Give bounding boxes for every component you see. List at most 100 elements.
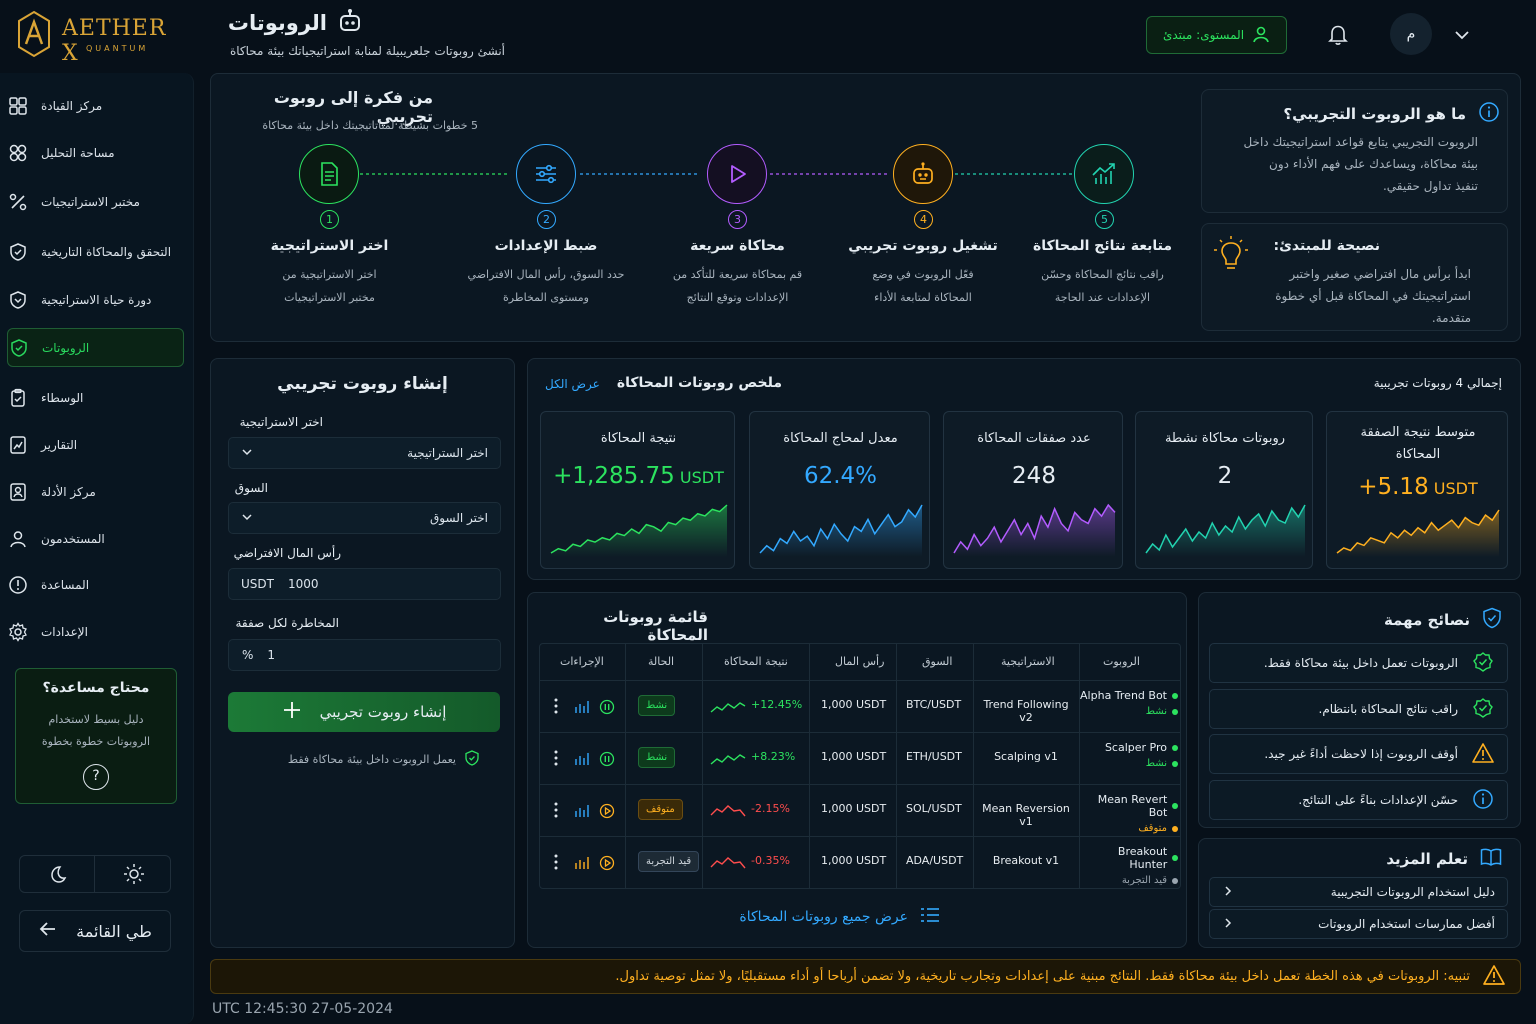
bot-status-sub: قيد التجربة [1121, 875, 1167, 886]
strategy-cell: Trend Following v2 [983, 698, 1069, 724]
what-is-text: تنفيذ تداول حقيقي. [1382, 179, 1478, 193]
play-icon[interactable] [599, 803, 615, 823]
stat-value: 2 [1217, 463, 1233, 489]
help-title: محتاج مساعدة؟ [42, 680, 150, 696]
summary-view-all-link[interactable]: عرض الكل [545, 377, 600, 391]
stat-label: معدل لمحاج المحاكاة [783, 431, 898, 446]
strategy-label: اختر الاستراتيجية [239, 415, 323, 429]
sidebar-item-lifecycle[interactable]: دورة حياة الاستراتيجية [7, 280, 184, 319]
shield-check-icon [7, 241, 29, 263]
create-robot-button[interactable]: إنشاء روبوت تجريبي [228, 692, 500, 732]
chart-icon[interactable] [574, 854, 590, 874]
bot-cell[interactable]: Mean Revert Bot متوقف [1080, 793, 1178, 834]
strategy-select[interactable]: اختر الستراتيجية [228, 437, 501, 469]
sidebar: مركز القيادة مساحة التحليل مختبر الاسترا… [0, 73, 194, 1024]
collapse-menu-button[interactable]: طي القائمة [19, 910, 171, 952]
table-row[interactable]: Alpha Trend Bot نشط Trend Following v2 BTC/… [540, 680, 1180, 732]
status-dot [1172, 744, 1178, 751]
avatar[interactable]: م [1390, 13, 1432, 55]
more-menu-icon[interactable] [553, 853, 559, 875]
list-icon [920, 906, 940, 928]
risk-input[interactable]: % 1 [228, 639, 501, 671]
advice-text: ابدأ برأس مال افتراضي صغير واختبر [1289, 267, 1471, 281]
page-subtitle: أنشئ روبوتات جلعريبيلة لمنابة استراتيجيا… [229, 44, 505, 58]
step-desc: راقب نتائج المحاكاة وحسّن [1041, 268, 1164, 281]
market-cell: BTC/USDT [906, 698, 962, 711]
report-icon [7, 434, 29, 456]
sidebar-item-settings[interactable]: الإعدادات [7, 612, 184, 651]
chevron-right-icon [1222, 917, 1234, 932]
market-cell: ADA/USDT [906, 854, 964, 867]
table-row[interactable]: Mean Revert Bot متوقف Mean Reversion v1 SOL… [540, 784, 1180, 836]
pause-icon[interactable] [599, 751, 615, 771]
capital-input[interactable]: USDT 1000 [228, 568, 501, 600]
strategy-cell: Mean Reversion v1 [982, 802, 1070, 828]
table-row[interactable]: Scalper Pro نشط Scalping v1 ETH/USDT 1,000 U… [540, 732, 1180, 784]
info-icon [1478, 101, 1500, 127]
sidebar-item-users[interactable]: المستخدمون [7, 519, 184, 558]
moon-icon[interactable] [20, 856, 95, 892]
stat-card-avg: متوسط نتيجة الصفقة المحاكاة +5.18 USDT [1326, 411, 1508, 569]
what-is-box [1201, 89, 1508, 213]
sparkline-area [954, 505, 1115, 557]
warning-icon [1472, 742, 1494, 767]
create-title: إنشاء روبوت تجريبي [277, 374, 448, 394]
sidebar-item-backtest[interactable]: التحقق والمحاكاة التاريخية [7, 232, 184, 271]
learn-link[interactable]: أفضل ممارسات استخدام الروبوتات [1209, 909, 1508, 939]
advice-text: استراتيجيتك في المحاكاة قبل أي خطوة [1275, 289, 1471, 303]
level-badge[interactable]: المستوى: مبتدئ [1146, 16, 1287, 54]
step-title: ضبط الإعدادات [494, 238, 598, 254]
bot-cell[interactable]: Alpha Trend Bot نشط [1080, 689, 1178, 717]
more-menu-icon[interactable] [553, 801, 559, 823]
check-circle-icon [1472, 651, 1494, 676]
more-menu-icon[interactable] [553, 697, 559, 719]
clipboard-icon [7, 387, 29, 409]
learn-link[interactable]: دليل استخدام الروبوتات التجريبية [1209, 877, 1508, 907]
bot-status-sub: نشط [1145, 706, 1167, 717]
help-question-button[interactable]: ? [83, 764, 109, 790]
chart-icon[interactable] [574, 750, 590, 770]
view-all-robots-link[interactable]: عرض جميع روبوتات المحاكاة [690, 906, 940, 928]
sidebar-item-analysis[interactable]: مساحة التحليل [7, 133, 184, 172]
status-badge: قيد التجربة [638, 851, 700, 872]
sun-icon[interactable] [96, 856, 171, 892]
play-icon[interactable] [599, 855, 615, 875]
sidebar-item-robots[interactable]: الروبوتات [7, 328, 184, 367]
sidebar-item-command-center[interactable]: مركز القيادة [7, 86, 184, 125]
more-menu-icon[interactable] [553, 749, 559, 771]
step-2-icon [516, 144, 576, 204]
sidebar-item-brokers[interactable]: الوسطاء [7, 378, 184, 417]
step-desc: الإعدادات وتوقع النتائج [686, 291, 789, 304]
guide-icon [7, 481, 29, 503]
help-text: دليل بسيط لاستخدام [48, 713, 144, 726]
pause-icon[interactable] [599, 699, 615, 719]
bot-cell[interactable]: Breakout Hunter قيد التجربة [1080, 845, 1178, 886]
table-title: قائمة روبوتات المحاكاة [603, 608, 708, 644]
status-dot [1172, 760, 1178, 767]
info-icon [1472, 788, 1494, 813]
bot-cell[interactable]: Scalper Pro نشط [1080, 741, 1178, 769]
step-number: 4 [914, 210, 933, 229]
chart-icon[interactable] [574, 698, 590, 718]
table-row[interactable]: Breakout Hunter قيد التجربة Breakout v1 ADA… [540, 836, 1180, 888]
market-select[interactable]: اختر السوق [228, 502, 501, 534]
stat-sparkline [1145, 504, 1306, 557]
step-desc: قم بمحاكاة سريعة للتأكد من [672, 268, 803, 281]
sidebar-item-reports[interactable]: التقارير [7, 425, 184, 464]
summary-title: ملخص روبوتات المحاكاة [616, 375, 782, 391]
info-icon [7, 574, 29, 596]
status-dot [1172, 803, 1178, 809]
bell-icon[interactable] [1326, 22, 1350, 46]
advice-box [1201, 223, 1508, 331]
step-3-icon [707, 144, 767, 204]
chart-icon[interactable] [574, 802, 590, 822]
sidebar-item-guides[interactable]: مركز الأدلة [7, 472, 184, 511]
help-text: الروبوتات خطوة بخطوة [41, 735, 151, 748]
sidebar-item-strategy-lab[interactable]: مختبر الاستراتيجيات [7, 182, 184, 221]
brand-sub: QUANTUM [86, 44, 149, 53]
step-4-icon [893, 144, 953, 204]
chevron-down-icon[interactable] [1453, 26, 1471, 48]
sidebar-item-help[interactable]: المساعدة [7, 565, 184, 604]
user-icon [1252, 25, 1270, 46]
stat-card-result: نتيجة المحاكاة +1,285.75 USDT [540, 411, 735, 569]
